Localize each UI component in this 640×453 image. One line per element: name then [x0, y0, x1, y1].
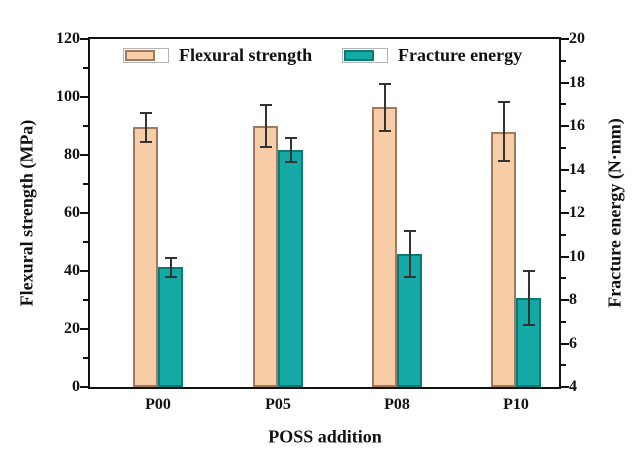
x-tick-label-P05: P05 — [265, 396, 291, 413]
right-axis-major-tick — [561, 255, 569, 258]
left-axis-minor-tick — [83, 183, 88, 185]
right-axis-tick-label: 18 — [569, 73, 585, 91]
right-axis-major-tick — [561, 81, 569, 84]
x-tick-label-P10: P10 — [503, 396, 529, 413]
right-axis-tick-label: 6 — [569, 334, 577, 352]
right-axis-minor-tick — [561, 364, 566, 367]
error-bar-fracture-energy-P08 — [403, 230, 416, 279]
bar-flexural-strength-P08 — [372, 107, 397, 387]
error-bar-flexural-strength-P10 — [497, 101, 510, 163]
right-axis-minor-tick — [561, 103, 566, 106]
right-axis-tick-label: 14 — [569, 160, 585, 178]
right-axis-tick-label: 12 — [569, 204, 585, 221]
right-axis-minor-tick — [561, 190, 566, 193]
flexural-strength-swatch-fill — [125, 49, 155, 61]
x-axis-title: POSS addition — [268, 426, 382, 447]
bar-fracture-energy-P05 — [278, 149, 303, 387]
left-axis-major-tick — [80, 38, 88, 40]
right-axis-major-tick — [561, 125, 569, 127]
bar-fracture-energy-P00 — [158, 267, 183, 387]
right-axis-tick-label: 10 — [569, 247, 585, 265]
fracture-energy-swatch-icon — [342, 47, 388, 63]
legend-label-flexural-strength: Flexural strength — [179, 45, 313, 65]
left-axis-minor-tick — [83, 67, 88, 69]
right-axis-minor-tick — [561, 146, 566, 149]
x-tick-label-P00: P00 — [145, 396, 171, 413]
error-bar-fracture-energy-P05 — [284, 136, 297, 164]
right-axis-major-tick — [561, 342, 569, 345]
left-axis-tick-label: 40 — [64, 262, 80, 279]
right-axis-minor-tick — [561, 233, 566, 236]
plot-area: 0 20 40 60 80 100 120 4 6 8 10 12 14 16 18 20 P00 P05 P08 P… — [56, 30, 585, 413]
left-axis-minor-tick — [83, 357, 88, 359]
left-axis-minor-tick — [83, 125, 88, 127]
right-axis-minor-tick — [561, 320, 566, 323]
left-axis-major-tick — [80, 328, 88, 330]
left-axis-minor-tick — [83, 299, 88, 301]
left-axis-major-tick — [80, 96, 88, 98]
right-axis-tick-label: 20 — [569, 30, 585, 47]
left-axis-major-tick — [80, 212, 88, 214]
error-bar-flexural-strength-P08 — [378, 82, 391, 133]
error-bar-fracture-energy-P10 — [522, 269, 535, 327]
error-bar-flexural-strength-P05 — [259, 104, 272, 148]
flexural-strength-swatch-icon — [123, 47, 169, 63]
x-tick-label-P08: P08 — [384, 396, 410, 413]
right-axis-tick-label: 8 — [569, 291, 577, 308]
left-axis-major-tick — [80, 154, 88, 156]
right-axis-title: Fracture energy (N·mm) — [604, 118, 625, 308]
fracture-energy-swatch-fill — [344, 49, 374, 61]
legend-label-fracture-energy: Fracture energy — [398, 45, 523, 65]
right-axis-major-tick — [561, 168, 569, 171]
left-axis-minor-tick — [83, 241, 88, 243]
bar-flexural-strength-P05 — [253, 126, 278, 387]
left-axis-major-tick — [80, 386, 88, 388]
bar-flexural-strength-P10 — [491, 131, 516, 387]
left-axis-tick-label: 80 — [64, 146, 80, 163]
right-axis-tick-label: 16 — [569, 117, 585, 134]
left-axis-tick-label: 20 — [64, 320, 80, 337]
right-axis-major-tick — [561, 38, 569, 40]
left-axis-tick-label: 0 — [72, 378, 80, 395]
right-axis-minor-tick — [561, 59, 566, 62]
left-axis-tick-label: 120 — [56, 30, 80, 47]
legend-item-fracture-energy: Fracture energy — [342, 46, 522, 64]
left-axis-tick-label: 100 — [56, 88, 80, 105]
bar-flexural-strength-P00 — [133, 127, 158, 387]
right-axis-minor-tick — [561, 277, 566, 280]
right-axis-major-tick — [561, 212, 569, 214]
right-axis-tick-label: 4 — [569, 378, 577, 395]
error-bar-fracture-energy-P00 — [164, 256, 177, 279]
right-axis-major-tick — [561, 299, 569, 301]
left-axis-major-tick — [80, 270, 88, 272]
left-axis-tick-label: 60 — [64, 204, 80, 221]
right-axis-major-tick — [561, 386, 569, 388]
legend-item-flexural-strength: Flexural strength — [123, 46, 312, 64]
error-bar-flexural-strength-P00 — [139, 111, 152, 144]
